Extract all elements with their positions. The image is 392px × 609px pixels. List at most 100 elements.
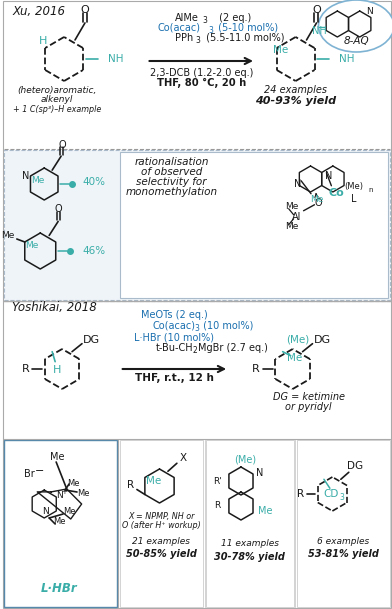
- Text: 3: 3: [209, 26, 214, 35]
- FancyBboxPatch shape: [4, 150, 390, 300]
- Text: 3: 3: [339, 493, 344, 502]
- Text: H: H: [39, 36, 47, 46]
- Text: (hetero)aromatic,: (hetero)aromatic,: [18, 85, 97, 94]
- Text: N: N: [366, 7, 372, 16]
- Text: 3: 3: [196, 36, 201, 45]
- Text: (Me): (Me): [345, 182, 364, 191]
- Text: 53-81% yield: 53-81% yield: [308, 549, 379, 559]
- Ellipse shape: [318, 0, 392, 52]
- Text: Me: Me: [258, 506, 272, 516]
- Text: NH: NH: [312, 26, 327, 36]
- Text: NH: NH: [108, 54, 123, 64]
- Text: DG: DG: [314, 335, 331, 345]
- Text: 21 examples: 21 examples: [132, 537, 191, 546]
- Text: THF, 80 °C, 20 h: THF, 80 °C, 20 h: [156, 78, 246, 88]
- Text: rationalisation: rationalisation: [134, 157, 209, 167]
- Text: N: N: [294, 179, 302, 189]
- Text: Me: Me: [32, 175, 45, 185]
- FancyBboxPatch shape: [206, 440, 294, 607]
- Text: DG = ketimine: DG = ketimine: [272, 392, 345, 402]
- Text: (10 mol%): (10 mol%): [200, 321, 254, 331]
- Text: or pyridyl: or pyridyl: [285, 402, 332, 412]
- Text: N: N: [42, 507, 49, 516]
- Text: Me: Me: [25, 241, 39, 250]
- Text: 24 examples: 24 examples: [264, 85, 327, 95]
- Text: 3: 3: [195, 324, 200, 333]
- Text: MeOTs (2 eq.): MeOTs (2 eq.): [141, 310, 208, 320]
- Text: Me: Me: [77, 490, 89, 499]
- Text: 6 examples: 6 examples: [317, 537, 369, 546]
- Text: R': R': [213, 476, 221, 485]
- Text: H: H: [53, 365, 61, 375]
- Text: Co(acac): Co(acac): [158, 23, 201, 33]
- Text: Me: Me: [285, 202, 298, 211]
- Text: R: R: [297, 489, 304, 499]
- Text: 30-78% yield: 30-78% yield: [214, 552, 285, 562]
- Text: O: O: [54, 205, 62, 214]
- Text: 11 examples: 11 examples: [221, 540, 279, 549]
- Text: Me: Me: [50, 452, 64, 462]
- Text: monomethylation: monomethylation: [125, 187, 218, 197]
- Text: Me: Me: [63, 507, 75, 516]
- Text: DG: DG: [83, 335, 100, 345]
- Text: (2 eq.): (2 eq.): [216, 13, 251, 23]
- Text: O (after H⁺ workup): O (after H⁺ workup): [122, 521, 201, 530]
- Text: Me: Me: [273, 45, 289, 55]
- Text: AlMe: AlMe: [175, 13, 199, 23]
- Text: DG: DG: [347, 461, 363, 471]
- Text: Al: Al: [292, 212, 301, 222]
- Text: 50-85% yield: 50-85% yield: [126, 549, 197, 559]
- Text: Co(acac): Co(acac): [153, 321, 196, 331]
- Text: Me: Me: [287, 353, 302, 363]
- Text: (Me): (Me): [286, 334, 309, 344]
- Text: 2: 2: [193, 346, 198, 355]
- Text: PPh: PPh: [175, 33, 194, 43]
- Text: 40%: 40%: [82, 177, 105, 187]
- Text: 2,3-DCB (1.2-2.0 eq.): 2,3-DCB (1.2-2.0 eq.): [149, 68, 253, 78]
- Text: X: X: [179, 453, 187, 463]
- FancyBboxPatch shape: [4, 440, 117, 607]
- Text: N: N: [325, 171, 332, 181]
- Text: −: −: [34, 466, 44, 476]
- Text: Me: Me: [1, 231, 15, 241]
- Text: O: O: [312, 5, 321, 15]
- Text: N: N: [56, 491, 62, 501]
- Text: R: R: [22, 364, 29, 374]
- Text: 3: 3: [203, 16, 208, 25]
- Text: Co: Co: [328, 188, 344, 198]
- Text: X = NPMP, NH or: X = NPMP, NH or: [128, 512, 195, 521]
- Text: Me: Me: [146, 476, 162, 486]
- Text: O: O: [58, 140, 66, 150]
- Text: Yoshikai, 2018: Yoshikai, 2018: [13, 301, 97, 314]
- FancyBboxPatch shape: [120, 440, 203, 607]
- Text: (5-10 mol%): (5-10 mol%): [215, 23, 278, 33]
- Text: (5.5-11.0 mol%): (5.5-11.0 mol%): [203, 33, 285, 43]
- Text: R: R: [252, 364, 260, 374]
- Text: Me: Me: [53, 518, 65, 527]
- Text: 8-AQ: 8-AQ: [343, 36, 369, 46]
- Text: Me: Me: [310, 195, 323, 205]
- Text: CD: CD: [323, 489, 339, 499]
- Text: alkenyl: alkenyl: [41, 94, 73, 104]
- FancyBboxPatch shape: [120, 152, 388, 298]
- Text: L·HBr (10 mol%): L·HBr (10 mol%): [134, 332, 214, 342]
- Text: O: O: [315, 198, 322, 208]
- Text: + 1 C(sp³)–H example: + 1 C(sp³)–H example: [13, 105, 101, 113]
- Text: +: +: [61, 489, 67, 495]
- Text: MgBr (2.7 eq.): MgBr (2.7 eq.): [198, 343, 268, 353]
- Text: 46%: 46%: [82, 246, 105, 256]
- Text: Me: Me: [67, 479, 79, 488]
- Text: O: O: [81, 5, 89, 15]
- FancyBboxPatch shape: [297, 440, 390, 607]
- Text: N: N: [22, 171, 29, 181]
- Text: L·HBr: L·HBr: [41, 582, 78, 596]
- Text: R: R: [127, 481, 134, 490]
- Text: R: R: [214, 501, 220, 510]
- Text: (Me): (Me): [234, 454, 256, 464]
- Text: L: L: [352, 194, 357, 204]
- Text: Xu, 2016: Xu, 2016: [13, 4, 65, 18]
- Text: N: N: [256, 468, 263, 478]
- Text: NH: NH: [339, 54, 355, 64]
- Text: t-Bu-CH: t-Bu-CH: [156, 343, 193, 353]
- Text: THF, r.t., 12 h: THF, r.t., 12 h: [135, 373, 214, 383]
